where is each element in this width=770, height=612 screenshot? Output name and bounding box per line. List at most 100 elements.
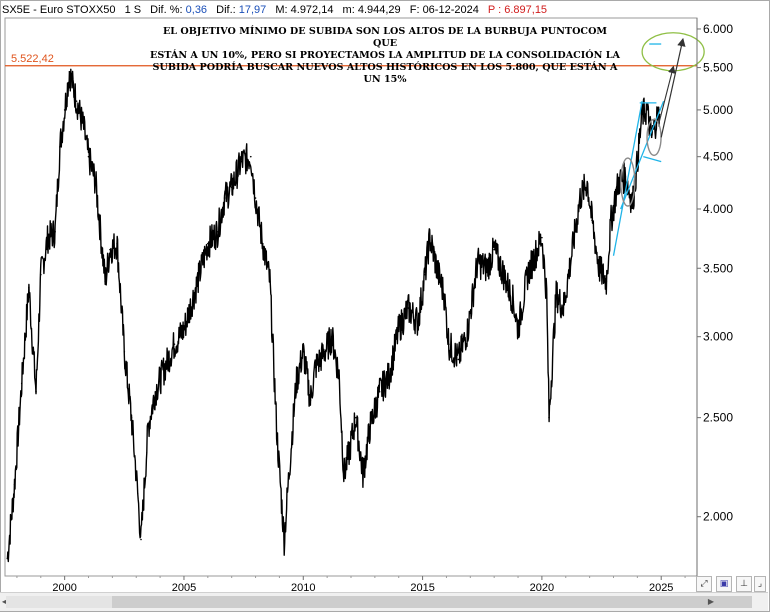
highlight-ellipse-2 bbox=[646, 118, 662, 157]
price-point bbox=[323, 350, 326, 353]
price-point bbox=[6, 557, 9, 560]
price-point bbox=[230, 186, 233, 189]
highlight-ellipse-1 bbox=[620, 157, 636, 207]
price-point bbox=[240, 160, 243, 163]
price-label: P : bbox=[487, 4, 502, 16]
scrollbar-thumb[interactable] bbox=[112, 596, 752, 608]
annotation-line-1: EL OBJETIVO MÍNIMO DE SUBIDA SON LOS ALT… bbox=[162, 26, 608, 49]
projection-arrow-1 bbox=[660, 37, 686, 138]
x-tick-label: 2000 bbox=[52, 582, 76, 592]
y-axis: 2.000 2.500 3.000 3.500 4.000 4.500 5.000 5.500… bbox=[696, 18, 733, 576]
price-point bbox=[486, 267, 488, 270]
price-point bbox=[109, 248, 111, 251]
price-point bbox=[28, 286, 30, 289]
scroll-right-arrow-icon[interactable]: ▶ bbox=[707, 597, 715, 606]
price-point bbox=[397, 328, 400, 331]
y-tick-label: 3.000 bbox=[703, 330, 733, 344]
price-point bbox=[605, 280, 608, 282]
price-point bbox=[75, 100, 78, 102]
price-point bbox=[417, 321, 419, 323]
price-point bbox=[288, 473, 290, 476]
price-point bbox=[123, 350, 126, 353]
scroll-left-arrow-icon[interactable]: ◀ bbox=[1, 597, 9, 606]
price-point bbox=[579, 197, 581, 199]
price-point bbox=[104, 280, 107, 282]
price-point bbox=[631, 202, 634, 205]
projection-arrow-2 bbox=[658, 65, 676, 124]
price-point bbox=[35, 390, 37, 393]
price-point bbox=[154, 390, 157, 393]
resize-icon[interactable]: ⌟ bbox=[754, 576, 766, 592]
y-tick-label: 4.000 bbox=[703, 202, 733, 216]
price-point bbox=[493, 248, 495, 251]
price-point bbox=[216, 230, 219, 233]
chart-area: 5.522,42 2.000 2.500 3.000 3.500 4.000 4.500 5… bbox=[4, 17, 733, 592]
price-point bbox=[536, 248, 538, 251]
consolidation-bottom-line bbox=[643, 156, 662, 163]
channel-lower-line bbox=[620, 100, 665, 210]
price-point bbox=[39, 273, 42, 276]
price-point bbox=[147, 425, 149, 428]
price-point bbox=[354, 416, 357, 419]
x-tick-label: 2015 bbox=[410, 582, 434, 592]
x-tick-label: 2020 bbox=[530, 582, 554, 592]
plot-border bbox=[4, 17, 698, 577]
x-tick-label: 2005 bbox=[172, 582, 196, 592]
price-point bbox=[369, 425, 371, 428]
date-value: 06-12-2024 bbox=[422, 4, 479, 16]
price-point bbox=[448, 343, 450, 345]
price-point bbox=[378, 390, 381, 393]
price-point bbox=[207, 242, 209, 245]
max-label: M: bbox=[275, 4, 288, 16]
price-point bbox=[517, 328, 519, 331]
x-tick-label: 2025 bbox=[649, 582, 673, 592]
price-point bbox=[548, 416, 550, 419]
price-point bbox=[130, 416, 133, 419]
price-point bbox=[591, 219, 593, 222]
price-point bbox=[641, 113, 643, 116]
price-point bbox=[407, 307, 410, 309]
price-point bbox=[261, 242, 264, 245]
dif-label: Dif.: bbox=[216, 4, 236, 16]
price-point bbox=[502, 273, 505, 276]
date-label: F: bbox=[409, 4, 420, 16]
y-tick-label: 6.000 bbox=[703, 22, 733, 36]
zoom-icon[interactable]: ⤢ bbox=[696, 576, 712, 592]
price-point bbox=[362, 473, 364, 476]
price-point bbox=[343, 473, 345, 476]
y-tick-label: 5.500 bbox=[703, 61, 733, 75]
price-point bbox=[388, 374, 390, 377]
price-point bbox=[276, 434, 278, 437]
dif-pct-value: 0,36 bbox=[185, 4, 208, 16]
period-label: 1 S bbox=[124, 4, 142, 16]
price-point bbox=[87, 155, 90, 158]
price-point bbox=[82, 127, 85, 129]
price-point bbox=[569, 261, 572, 263]
plot-area bbox=[4, 17, 698, 577]
price-point bbox=[283, 538, 285, 541]
price-point bbox=[428, 236, 431, 239]
price-point bbox=[512, 300, 515, 302]
min-label: m: bbox=[342, 4, 355, 16]
min-value: 4.944,29 bbox=[357, 4, 401, 16]
annotation-line-2: ESTÁN A UN 10%, PERO SI PROYECTAMOS LA A… bbox=[150, 50, 620, 61]
price-point bbox=[63, 109, 66, 111]
price-value: 6.897,15 bbox=[504, 4, 548, 16]
price-point bbox=[314, 366, 317, 369]
price-point bbox=[173, 343, 176, 345]
price-point bbox=[183, 328, 185, 331]
price-point bbox=[646, 109, 648, 111]
price-point bbox=[555, 293, 558, 296]
price-point bbox=[610, 219, 612, 222]
price-point bbox=[309, 399, 312, 402]
price-point bbox=[331, 335, 333, 338]
save-icon[interactable]: ▣ bbox=[716, 576, 732, 592]
price-point bbox=[586, 181, 589, 183]
price-point bbox=[116, 242, 118, 245]
pin-icon[interactable]: ⊥ bbox=[736, 576, 752, 592]
price-point bbox=[424, 273, 426, 276]
price-point bbox=[598, 267, 600, 270]
bottom-toolbar: ◀ ▶ bbox=[0, 592, 768, 611]
price-point bbox=[295, 382, 297, 385]
price-point bbox=[636, 160, 639, 163]
